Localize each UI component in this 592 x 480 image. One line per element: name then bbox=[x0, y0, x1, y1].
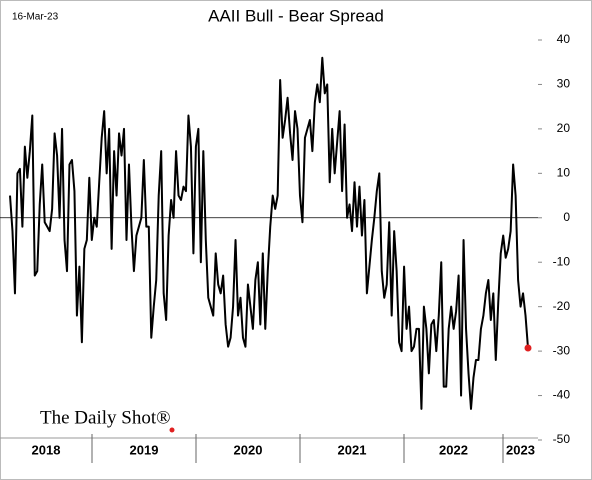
y-tick-label: -20 bbox=[553, 299, 571, 313]
y-tick-label: 30 bbox=[557, 77, 571, 91]
x-tick-label: 2023 bbox=[506, 442, 535, 457]
y-tick-label: 20 bbox=[557, 121, 571, 135]
source-watermark: The Daily Shot® bbox=[40, 407, 171, 428]
x-tick-label: 2022 bbox=[439, 442, 468, 457]
y-tick-label: -10 bbox=[553, 254, 571, 268]
y-tick-label: -30 bbox=[553, 343, 571, 357]
x-tick-label: 2020 bbox=[234, 442, 263, 457]
chart-title: AAII Bull - Bear Spread bbox=[208, 6, 384, 25]
x-tick-label: 2018 bbox=[32, 442, 61, 457]
y-tick-label: -50 bbox=[553, 432, 571, 446]
data-line bbox=[9, 56, 529, 410]
last-point bbox=[524, 344, 532, 352]
x-tick-label: 2021 bbox=[338, 442, 367, 457]
y-tick-label: -40 bbox=[553, 388, 571, 402]
y-tick-label: 10 bbox=[557, 166, 571, 180]
x-tick-label: 2019 bbox=[130, 442, 159, 457]
watermark-dot bbox=[169, 427, 175, 433]
date-label: 16-Mar-23 bbox=[12, 12, 59, 23]
y-tick-label: 40 bbox=[557, 32, 571, 46]
y-tick-label: 0 bbox=[563, 210, 570, 224]
